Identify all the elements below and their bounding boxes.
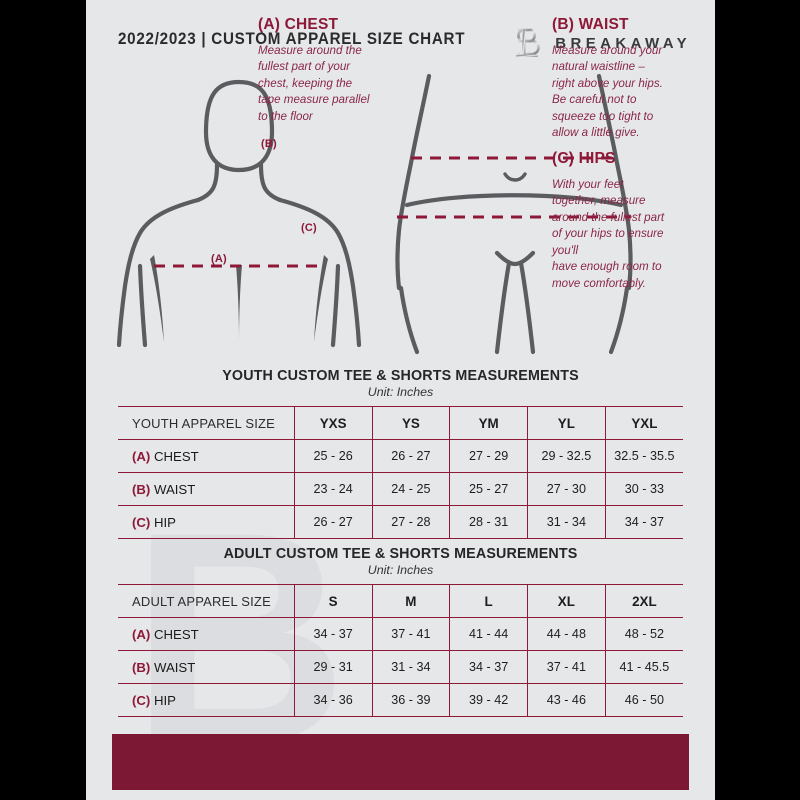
page-title: 2022/2023 | CUSTOM APPAREL SIZE CHART xyxy=(118,30,466,48)
youth-cell-waist-2: 25 - 27 xyxy=(449,472,528,506)
row-name: HIP xyxy=(153,514,176,530)
row-name: WAIST xyxy=(153,659,196,675)
youth-cell-waist-1: 24 - 25 xyxy=(371,472,450,506)
youth-size-table: YOUTH APPAREL SIZE YXS YS YM YL YXL (A) … xyxy=(118,406,683,539)
adult-col-3: XL xyxy=(526,584,606,618)
table-row: (C) HIP 34 - 36 36 - 39 39 - 42 43 - 46 … xyxy=(118,683,683,717)
adult-cell-hip-2: 39 - 42 xyxy=(449,683,528,717)
youth-col-4: YXL xyxy=(604,406,683,440)
youth-cell-waist-4: 30 - 33 xyxy=(604,472,683,506)
youth-cell-chest-1: 26 - 27 xyxy=(371,439,450,473)
youth-cell-hip-2: 28 - 31 xyxy=(449,505,528,539)
youth-cell-hip-3: 31 - 34 xyxy=(526,505,606,539)
adult-table-unit: Unit: Inches xyxy=(367,563,434,577)
measure-block-chest: (A) CHEST Measure around the fullest par… xyxy=(258,16,410,125)
marker-label-b: (B) xyxy=(261,138,277,150)
marker-label-c: (C) xyxy=(301,222,317,234)
row-tag: (C) xyxy=(132,514,151,530)
row-tag: (C) xyxy=(132,692,151,708)
adult-cell-waist-0: 29 - 31 xyxy=(293,650,373,684)
adult-cell-chest-3: 44 - 48 xyxy=(526,617,606,651)
size-chart-page: B 2022/2023 | CUSTOM APPAREL SIZE CHART xyxy=(86,0,715,800)
table-row: (B) WAIST 29 - 31 31 - 34 34 - 37 37 - 4… xyxy=(118,650,683,684)
adult-col-4: 2XL xyxy=(604,584,683,618)
page-header: 2022/2023 | CUSTOM APPAREL SIZE CHART BR… xyxy=(86,26,715,60)
measure-body-chest: Measure around the fullest part of your … xyxy=(258,44,370,123)
adult-cell-hip-1: 36 - 39 xyxy=(371,683,450,717)
breakaway-b-monogram-icon xyxy=(516,28,541,57)
male-hips-front-icon xyxy=(395,73,633,355)
adult-cell-hip-3: 43 - 46 xyxy=(526,683,606,717)
row-tag: (A) xyxy=(132,448,151,464)
brand-wordmark: BREAKAWAY xyxy=(555,34,691,52)
table-row: (C) HIP 26 - 27 27 - 28 28 - 31 31 - 34 … xyxy=(118,505,683,539)
adult-row-label-hip: (C) HIP xyxy=(118,683,295,717)
measure-body-waist: Measure around your natural waistline – … xyxy=(552,44,663,140)
youth-row-header-label: YOUTH APPAREL SIZE xyxy=(118,406,295,440)
youth-cell-chest-4: 32.5 - 35.5 xyxy=(604,439,683,473)
adult-cell-chest-2: 41 - 44 xyxy=(449,617,528,651)
row-name: CHEST xyxy=(153,626,199,642)
footer-accent-bar xyxy=(112,734,689,790)
adult-cell-chest-0: 34 - 37 xyxy=(293,617,373,651)
measurement-illustration: (A) (B) (C) xyxy=(86,70,715,360)
youth-cell-chest-2: 27 - 29 xyxy=(449,439,528,473)
adult-col-2: L xyxy=(449,584,528,618)
measure-block-waist: (B) WAIST Measure around your natural wa… xyxy=(552,16,704,142)
row-tag: (A) xyxy=(132,626,151,642)
adult-cell-hip-0: 34 - 36 xyxy=(293,683,373,717)
adult-table-title: ADULT CUSTOM TEE & SHORTS MEASUREMENTS xyxy=(223,546,578,562)
table-row: (A) CHEST 34 - 37 37 - 41 41 - 44 44 - 4… xyxy=(118,617,683,651)
table-header-row: YOUTH APPAREL SIZE YXS YS YM YL YXL xyxy=(118,406,683,440)
youth-cell-hip-1: 27 - 28 xyxy=(371,505,450,539)
row-tag: (B) xyxy=(132,659,151,675)
youth-cell-waist-3: 27 - 30 xyxy=(526,472,606,506)
youth-col-3: YL xyxy=(526,406,606,440)
adult-col-0: S xyxy=(293,584,373,618)
youth-row-label-chest: (A) CHEST xyxy=(118,439,295,473)
adult-cell-waist-4: 41 - 45.5 xyxy=(604,650,683,684)
youth-col-2: YM xyxy=(449,406,528,440)
youth-table-title: YOUTH CUSTOM TEE & SHORTS MEASUREMENTS xyxy=(222,368,579,384)
adult-row-header-label: ADULT APPAREL SIZE xyxy=(118,584,295,618)
measure-heading-hips: (C) HIPS xyxy=(552,150,616,167)
youth-table-unit: Unit: Inches xyxy=(367,385,434,399)
youth-row-label-waist: (B) WAIST xyxy=(118,472,295,506)
adult-row-label-waist: (B) WAIST xyxy=(118,650,295,684)
male-torso-front-icon xyxy=(116,79,362,348)
youth-col-1: YS xyxy=(371,406,450,440)
youth-cell-hip-4: 34 - 37 xyxy=(604,505,683,539)
adult-table-section: ADULT CUSTOM TEE & SHORTS MEASUREMENTS U… xyxy=(118,546,683,717)
adult-size-table: ADULT APPAREL SIZE S M L XL 2XL (A) CHES… xyxy=(118,584,683,717)
adult-cell-waist-2: 34 - 37 xyxy=(449,650,528,684)
youth-col-0: YXS xyxy=(293,406,373,440)
youth-cell-hip-0: 26 - 27 xyxy=(293,505,373,539)
youth-table-section: YOUTH CUSTOM TEE & SHORTS MEASUREMENTS U… xyxy=(118,368,683,539)
measure-block-hips: (C) HIPS With your feet together, measur… xyxy=(552,150,704,292)
adult-cell-hip-4: 46 - 50 xyxy=(604,683,683,717)
adult-cell-waist-3: 37 - 41 xyxy=(526,650,606,684)
table-header-row: ADULT APPAREL SIZE S M L XL 2XL xyxy=(118,584,683,618)
measure-heading-chest: (A) CHEST xyxy=(258,16,339,33)
marker-label-a: (A) xyxy=(211,253,227,265)
youth-cell-chest-0: 25 - 26 xyxy=(293,439,373,473)
youth-cell-chest-3: 29 - 32.5 xyxy=(526,439,606,473)
adult-cell-waist-1: 31 - 34 xyxy=(371,650,450,684)
measure-body-hips: With your feet together, measure around … xyxy=(552,178,665,290)
adult-cell-chest-4: 48 - 52 xyxy=(604,617,683,651)
row-name: CHEST xyxy=(153,448,199,464)
row-name: WAIST xyxy=(153,481,196,497)
adult-row-label-chest: (A) CHEST xyxy=(118,617,295,651)
brand-logo: BREAKAWAY xyxy=(513,26,691,60)
row-tag: (B) xyxy=(132,481,151,497)
youth-row-label-hip: (C) HIP xyxy=(118,505,295,539)
adult-cell-chest-1: 37 - 41 xyxy=(371,617,450,651)
table-row: (B) WAIST 23 - 24 24 - 25 25 - 27 27 - 3… xyxy=(118,472,683,506)
row-name: HIP xyxy=(153,692,176,708)
adult-col-1: M xyxy=(371,584,450,618)
youth-cell-waist-0: 23 - 24 xyxy=(293,472,373,506)
table-row: (A) CHEST 25 - 26 26 - 27 27 - 29 29 - 3… xyxy=(118,439,683,473)
measure-heading-waist: (B) WAIST xyxy=(552,16,629,33)
